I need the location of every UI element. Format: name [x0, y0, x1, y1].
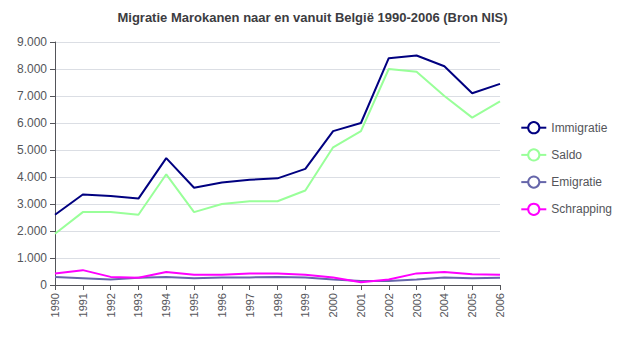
svg-text:Migratie Marokanen naar en van: Migratie Marokanen naar en vanuit België…	[117, 10, 507, 25]
svg-text:1996: 1996	[216, 293, 228, 317]
svg-text:1998: 1998	[272, 293, 284, 317]
svg-text:6.000: 6.000	[17, 116, 47, 130]
svg-text:8.000: 8.000	[17, 62, 47, 76]
svg-text:9.000: 9.000	[17, 35, 47, 49]
svg-text:1993: 1993	[132, 293, 144, 317]
svg-text:1997: 1997	[244, 293, 256, 317]
svg-text:2004: 2004	[438, 293, 450, 317]
svg-text:5.000: 5.000	[17, 143, 47, 157]
svg-text:2006: 2006	[494, 293, 506, 317]
svg-text:Emigratie: Emigratie	[551, 175, 602, 189]
svg-text:2000: 2000	[327, 293, 339, 317]
svg-text:4.000: 4.000	[17, 170, 47, 184]
svg-text:1994: 1994	[160, 293, 172, 317]
svg-text:7.000: 7.000	[17, 89, 47, 103]
svg-text:3.000: 3.000	[17, 197, 47, 211]
svg-text:1999: 1999	[299, 293, 311, 317]
svg-text:2001: 2001	[355, 293, 367, 317]
svg-text:Saldo: Saldo	[551, 148, 582, 162]
svg-text:1992: 1992	[105, 293, 117, 317]
svg-text:1.000: 1.000	[17, 251, 47, 265]
svg-text:Schrapping: Schrapping	[551, 202, 612, 216]
svg-text:1995: 1995	[188, 293, 200, 317]
svg-text:1990: 1990	[49, 293, 61, 317]
svg-text:2.000: 2.000	[17, 224, 47, 238]
svg-text:1991: 1991	[77, 293, 89, 317]
svg-text:Immigratie: Immigratie	[551, 121, 607, 135]
svg-text:2002: 2002	[383, 293, 395, 317]
svg-text:2003: 2003	[411, 293, 423, 317]
svg-text:2005: 2005	[466, 293, 478, 317]
svg-text:0: 0	[40, 278, 47, 292]
